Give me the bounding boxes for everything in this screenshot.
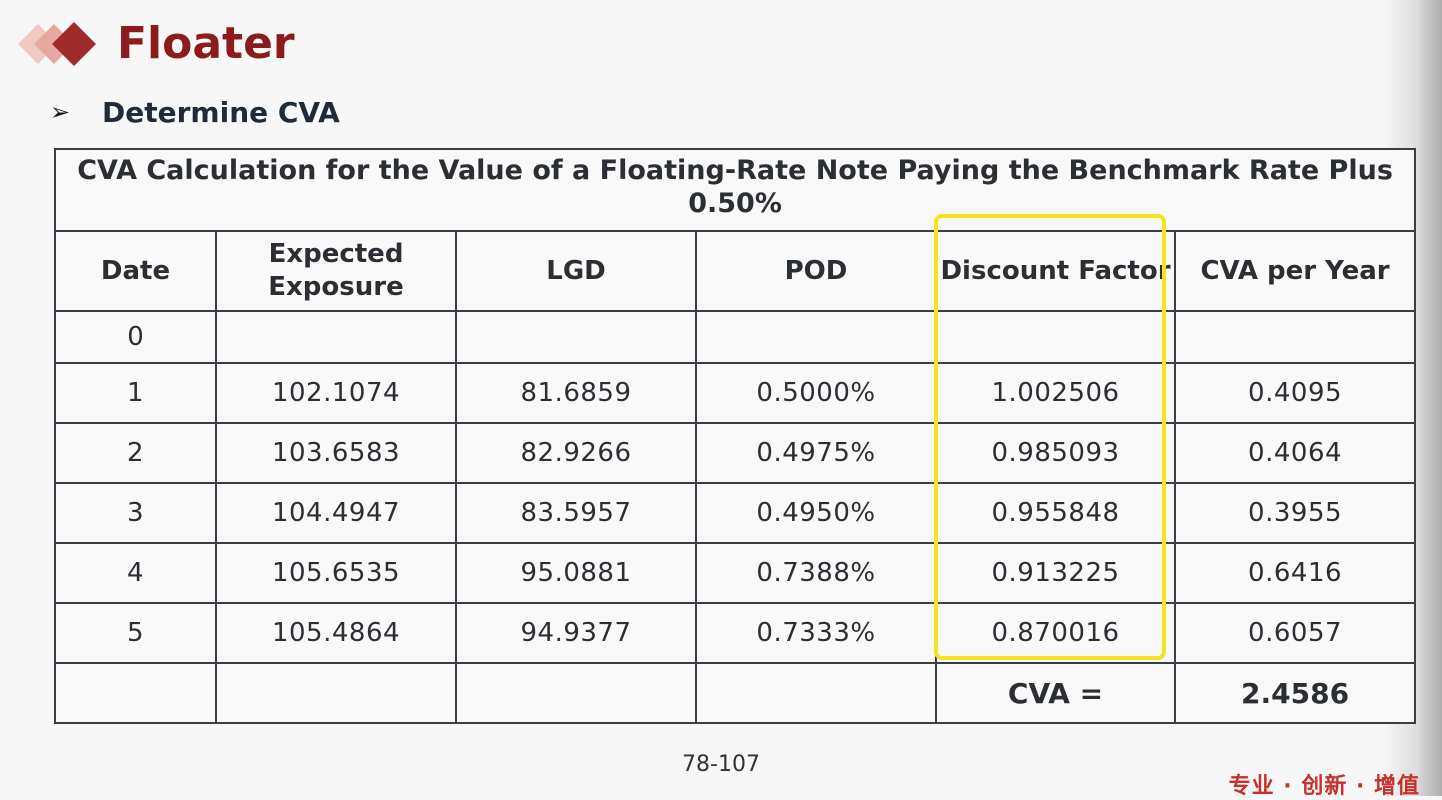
table-cell: 0.7333% bbox=[695, 602, 937, 664]
table-cell: 0.6057 bbox=[1173, 602, 1417, 664]
table-cell: 95.0881 bbox=[455, 542, 697, 604]
table-cell bbox=[455, 310, 697, 364]
slide-title: Floater bbox=[117, 18, 295, 69]
cva-table: CVA Calculation for the Value of a Float… bbox=[53, 148, 1417, 724]
table-cell: 0.913225 bbox=[935, 542, 1176, 604]
table-cell: 3 bbox=[54, 482, 217, 544]
table-cell: 0.3955 bbox=[1173, 482, 1417, 544]
cva-total-value: 2.4586 bbox=[1173, 662, 1417, 724]
table-cell: 5 bbox=[54, 602, 217, 664]
table-cell bbox=[54, 662, 217, 724]
col-header-lgd: LGD bbox=[455, 230, 697, 312]
table-cell: 4 bbox=[54, 542, 217, 604]
table-cell: 105.6535 bbox=[215, 542, 457, 604]
table-cell: 0.4064 bbox=[1173, 422, 1417, 484]
col-header-date: Date bbox=[54, 230, 217, 312]
table-cell: 104.4947 bbox=[215, 482, 457, 544]
table-cell: 0.5000% bbox=[695, 362, 937, 424]
table-row: 1 102.1074 81.6859 0.5000% 1.002506 0.40… bbox=[54, 362, 1417, 424]
table-cell: 0.4950% bbox=[695, 482, 937, 544]
table-row: 2 103.6583 82.9266 0.4975% 0.985093 0.40… bbox=[54, 422, 1417, 484]
col-header-expected-exposure: Expected Exposure bbox=[215, 230, 457, 312]
table-cell bbox=[1173, 310, 1417, 364]
table-cell: 1 bbox=[54, 362, 217, 424]
col-header-pod: POD bbox=[695, 230, 937, 312]
table-cell: 0.6416 bbox=[1173, 542, 1417, 604]
table-cell: 105.4864 bbox=[215, 602, 457, 664]
table-cell: 0.985093 bbox=[935, 422, 1176, 484]
table-cell bbox=[695, 310, 937, 364]
diamond-logo-icon bbox=[18, 22, 96, 66]
total-row: CVA = 2.4586 bbox=[54, 662, 1417, 724]
table-cell bbox=[455, 662, 697, 724]
header-row: Date Expected Exposure LGD POD Discount … bbox=[54, 230, 1417, 312]
table-cell: 83.5957 bbox=[455, 482, 697, 544]
table-cell: 0.955848 bbox=[935, 482, 1176, 544]
table-cell: 94.9377 bbox=[455, 602, 697, 664]
table-caption: CVA Calculation for the Value of a Float… bbox=[53, 148, 1417, 232]
table-cell bbox=[935, 310, 1176, 364]
table-cell: 102.1074 bbox=[215, 362, 457, 424]
table-cell bbox=[215, 662, 457, 724]
table-cell: 82.9266 bbox=[455, 422, 697, 484]
col-header-cva-per-year: CVA per Year bbox=[1173, 230, 1417, 312]
table-cell: 0.4975% bbox=[695, 422, 937, 484]
table-cell: 103.6583 bbox=[215, 422, 457, 484]
page-number: 78-107 bbox=[682, 752, 760, 777]
table-cell bbox=[695, 662, 937, 724]
table-row: 4 105.6535 95.0881 0.7388% 0.913225 0.64… bbox=[54, 542, 1417, 604]
table-cell: 0.870016 bbox=[935, 602, 1176, 664]
table-row: 3 104.4947 83.5957 0.4950% 0.955848 0.39… bbox=[54, 482, 1417, 544]
table-cell bbox=[215, 310, 457, 364]
bullet-text: Determine CVA bbox=[102, 95, 340, 129]
table-cell: 2 bbox=[54, 422, 217, 484]
table-cell: 0 bbox=[54, 310, 217, 364]
table-cell: 1.002506 bbox=[935, 362, 1176, 424]
cva-total-label: CVA = bbox=[935, 662, 1176, 724]
footer-slogan: 专业 · 创新 · 增值 bbox=[1228, 774, 1420, 799]
arrow-bullet-icon: ➢ bbox=[50, 98, 71, 126]
table-cell: 0.7388% bbox=[695, 542, 937, 604]
table-cell: 0.4095 bbox=[1173, 362, 1417, 424]
table-cell: 81.6859 bbox=[455, 362, 697, 424]
bullet-item: ➢ Determine CVA bbox=[50, 92, 340, 132]
table-row: 0 bbox=[54, 310, 1417, 364]
table-row: 5 105.4864 94.9377 0.7333% 0.870016 0.60… bbox=[54, 602, 1417, 664]
col-header-discount-factor: Discount Factor bbox=[935, 230, 1176, 312]
